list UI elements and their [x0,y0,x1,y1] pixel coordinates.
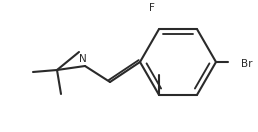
Text: Br: Br [241,59,253,69]
Text: N: N [79,54,87,64]
Text: F: F [149,3,155,13]
